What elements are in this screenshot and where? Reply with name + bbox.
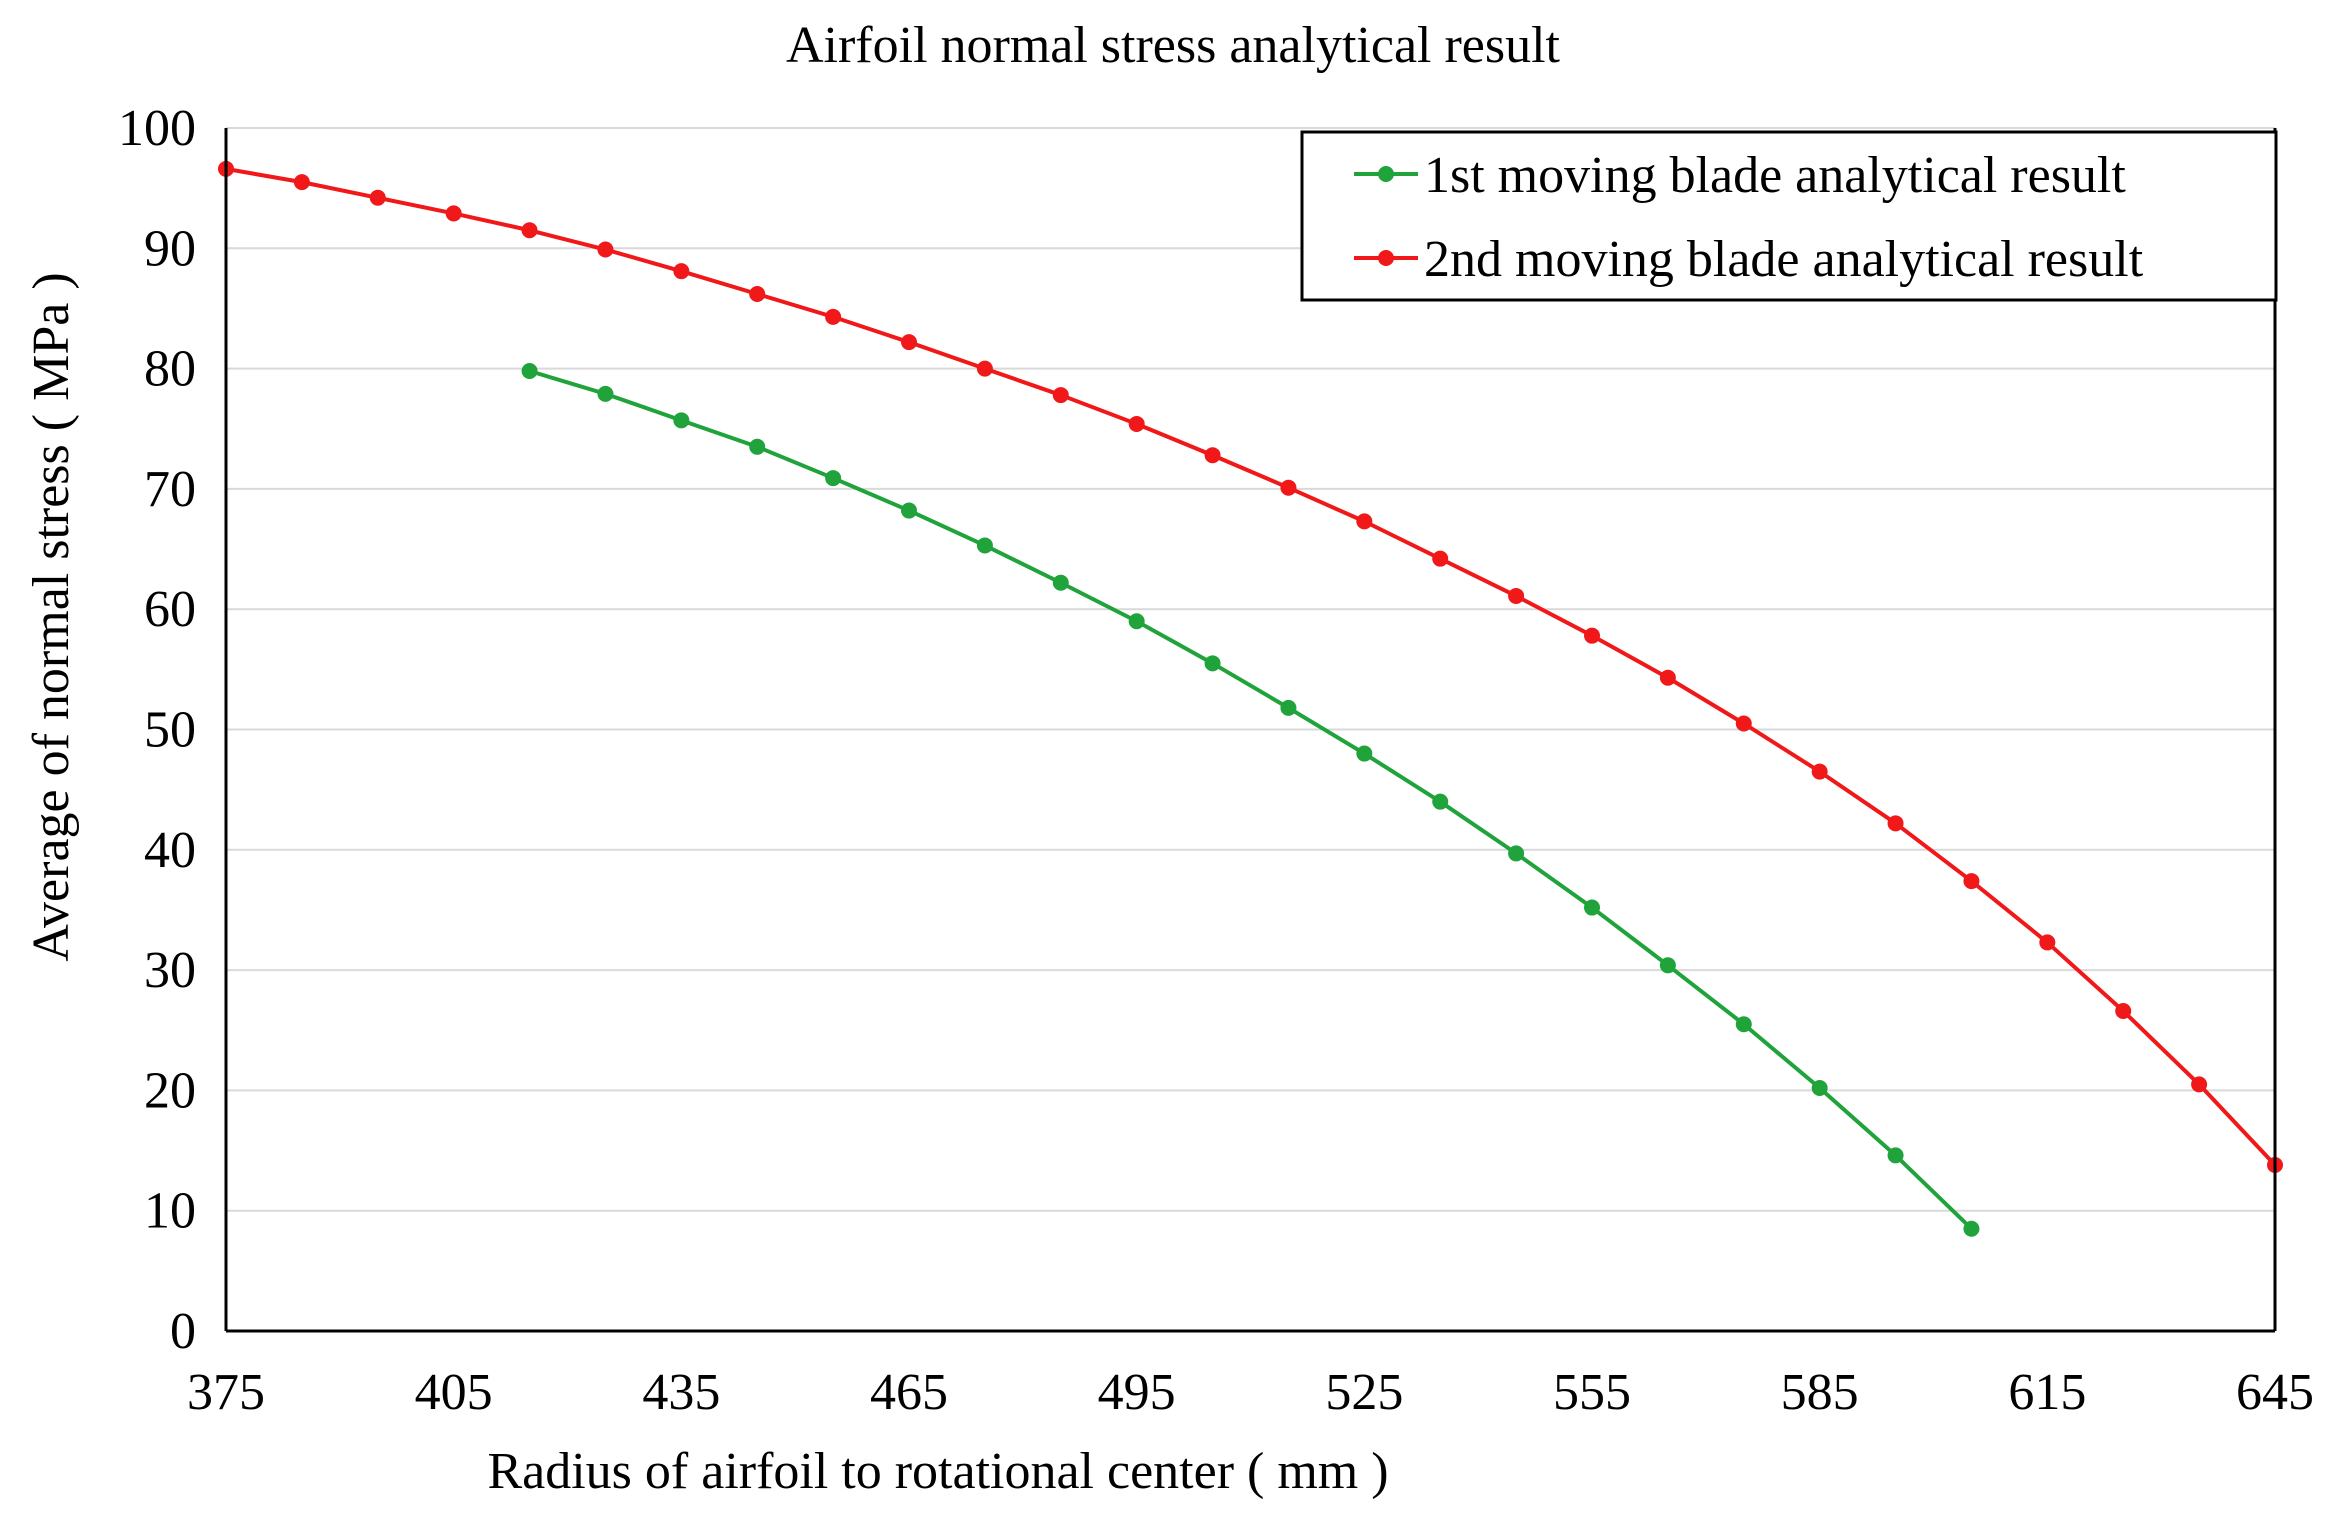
data-point <box>1280 699 1297 716</box>
series-1 <box>521 363 1980 1237</box>
data-point <box>1659 669 1676 686</box>
data-point <box>1887 1147 1904 1164</box>
data-point <box>1584 899 1600 916</box>
data-point <box>1204 447 1221 464</box>
data-point <box>1356 745 1373 762</box>
data-point <box>521 363 538 380</box>
series-line <box>225 166 2277 1167</box>
legend-item: 2nd moving blade analytical result <box>1354 231 2144 288</box>
data-point <box>673 412 690 429</box>
data-point <box>2039 934 2056 951</box>
data-point <box>1508 845 1525 862</box>
y-tick-label: 40 <box>144 822 196 879</box>
series-line <box>528 369 1973 1231</box>
series-2 <box>218 160 2283 1173</box>
x-axis-title: Radius of airfoil to rotational center (… <box>487 1443 1388 1500</box>
x-tick-label: 405 <box>415 1364 493 1421</box>
data-point <box>901 334 917 351</box>
x-tick-label: 435 <box>642 1364 720 1421</box>
data-point <box>369 189 386 206</box>
data-point <box>1735 715 1752 732</box>
data-point <box>597 241 614 258</box>
data-point <box>1811 1079 1828 1096</box>
y-tick-label: 50 <box>144 702 196 759</box>
y-tick-label: 80 <box>144 341 196 398</box>
legend-swatch-marker <box>1378 250 1394 266</box>
legend-item: 1st moving blade analytical result <box>1354 147 2126 204</box>
data-point <box>1811 763 1828 780</box>
data-point <box>901 502 917 519</box>
data-point <box>1963 1220 1980 1237</box>
data-point <box>1052 574 1069 591</box>
x-tick-label: 525 <box>1325 1364 1403 1421</box>
data-point <box>1963 873 1980 890</box>
x-tick-label: 495 <box>1098 1364 1176 1421</box>
data-point <box>445 205 462 222</box>
data-point <box>1204 655 1221 672</box>
legend-label: 1st moving blade analytical result <box>1424 147 2126 204</box>
chart-title: Airfoil normal stress analytical result <box>786 17 1561 74</box>
data-point <box>293 174 310 191</box>
legend-label: 2nd moving blade analytical result <box>1424 231 2144 288</box>
data-point <box>1584 627 1600 644</box>
data-point <box>1128 613 1145 630</box>
y-tick-label: 10 <box>144 1183 196 1240</box>
data-point <box>673 263 690 280</box>
y-tick-label: 60 <box>144 581 196 638</box>
x-tick-label: 465 <box>870 1364 948 1421</box>
data-point <box>1432 550 1449 567</box>
y-tick-label: 20 <box>144 1062 196 1119</box>
y-axis-title: Average of normal stress ( MPa ) <box>23 272 80 961</box>
data-point <box>597 385 614 402</box>
tick-labels: 0 10 20 30 40 50 60 70 80 90 100 375 405 435 465 495 525… <box>118 100 2314 1421</box>
data-point <box>1356 513 1373 530</box>
legend-swatch-marker <box>1378 166 1394 182</box>
y-tick-label: 90 <box>144 220 196 277</box>
data-point <box>1508 587 1525 604</box>
series-layer <box>218 160 2283 1237</box>
legend: 1st moving blade analytical result 2nd mo… <box>1300 130 2278 302</box>
data-point <box>825 470 842 487</box>
data-point <box>1735 1016 1752 1033</box>
data-point <box>2115 1003 2132 1020</box>
data-point <box>749 286 766 303</box>
data-point <box>1052 387 1069 404</box>
data-point <box>749 438 766 455</box>
y-tick-label: 30 <box>144 942 196 999</box>
data-point <box>976 537 993 554</box>
data-point <box>521 222 538 239</box>
x-tick-label: 585 <box>1781 1364 1859 1421</box>
y-tick-label: 100 <box>118 100 196 157</box>
data-point <box>2191 1076 2208 1093</box>
data-point <box>1128 415 1145 432</box>
data-point <box>1887 815 1904 832</box>
legend-box <box>1300 130 2278 302</box>
x-tick-label: 615 <box>2008 1364 2086 1421</box>
data-point <box>825 308 842 325</box>
data-point <box>1280 479 1297 496</box>
x-tick-label: 645 <box>2236 1364 2314 1421</box>
grid-lines <box>226 127 2275 1212</box>
x-tick-label: 375 <box>187 1364 265 1421</box>
data-point <box>976 360 993 377</box>
axes <box>224 128 2277 1333</box>
data-point <box>1659 957 1676 974</box>
data-point <box>1432 793 1449 810</box>
x-tick-label: 555 <box>1553 1364 1631 1421</box>
y-tick-label: 0 <box>170 1303 196 1360</box>
y-tick-label: 70 <box>144 461 196 518</box>
